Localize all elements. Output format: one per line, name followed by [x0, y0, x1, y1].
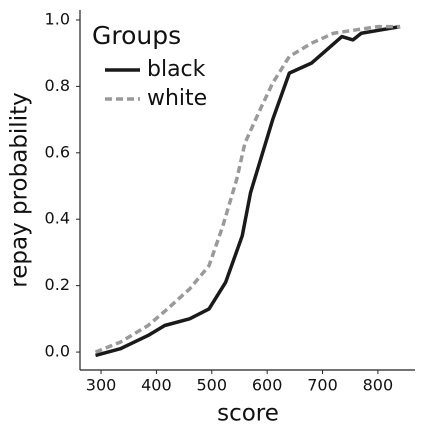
x-tick-label: 500 [197, 376, 228, 395]
y-tick-label: 0.2 [45, 275, 70, 294]
x-tick-label: 800 [363, 376, 394, 395]
x-tick-label: 700 [307, 376, 338, 395]
y-tick-label: 0.6 [45, 142, 70, 161]
x-tick-label: 300 [86, 376, 117, 395]
y-axis-label: repay probability [7, 92, 33, 287]
line [94, 24, 401, 354]
legend-title: Groups [92, 21, 181, 50]
y-tick-label: 0.0 [45, 342, 70, 361]
x-tick-label: 400 [141, 376, 172, 395]
y-tick-label: 0.4 [45, 209, 70, 228]
x-axis-label: score [217, 401, 279, 427]
y-tick-label: 0.8 [45, 76, 70, 95]
line [95, 24, 401, 358]
legend-label: white [147, 86, 207, 111]
x-tick-label: 600 [252, 376, 283, 395]
y-tick-label: 1.0 [45, 9, 70, 28]
legend-label: black [147, 57, 206, 82]
